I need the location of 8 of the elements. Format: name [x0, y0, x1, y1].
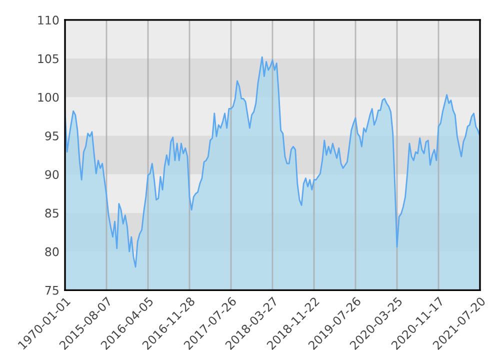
y-tick-label: 110: [38, 16, 59, 25]
y-tick-label: 90: [45, 170, 59, 180]
y-tick-label: 80: [45, 247, 59, 256]
y-tick-label: 105: [38, 54, 58, 64]
y-tick-label: 85: [45, 208, 58, 218]
y-tick-label: 95: [45, 131, 58, 140]
y-tick-label: 100: [38, 92, 59, 102]
y-tick-label: 75: [45, 286, 58, 295]
